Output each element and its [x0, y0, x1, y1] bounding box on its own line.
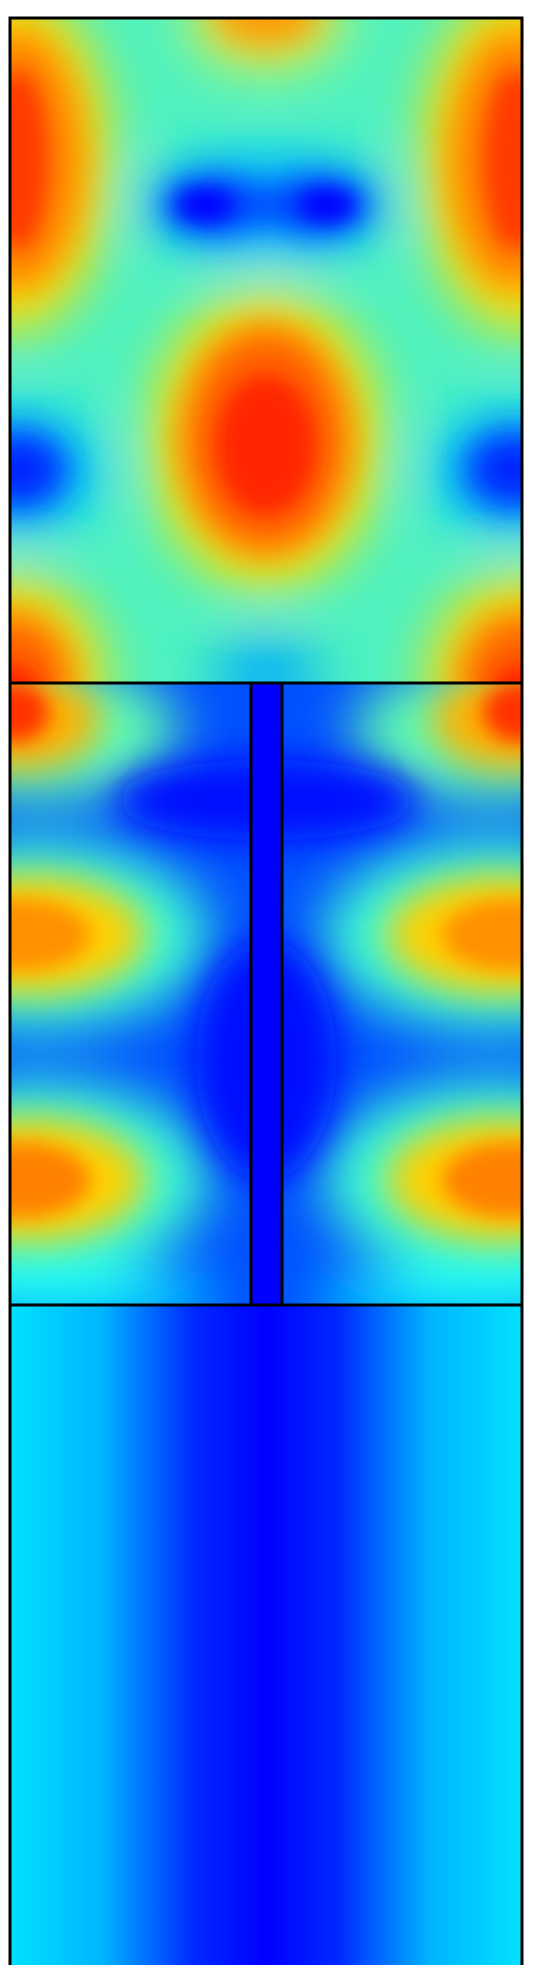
domain-outline — [8, 16, 524, 1965]
upper-chamber-field — [10, 18, 522, 683]
center-insert — [249, 681, 284, 1307]
lower-channel-field — [10, 1305, 522, 1965]
